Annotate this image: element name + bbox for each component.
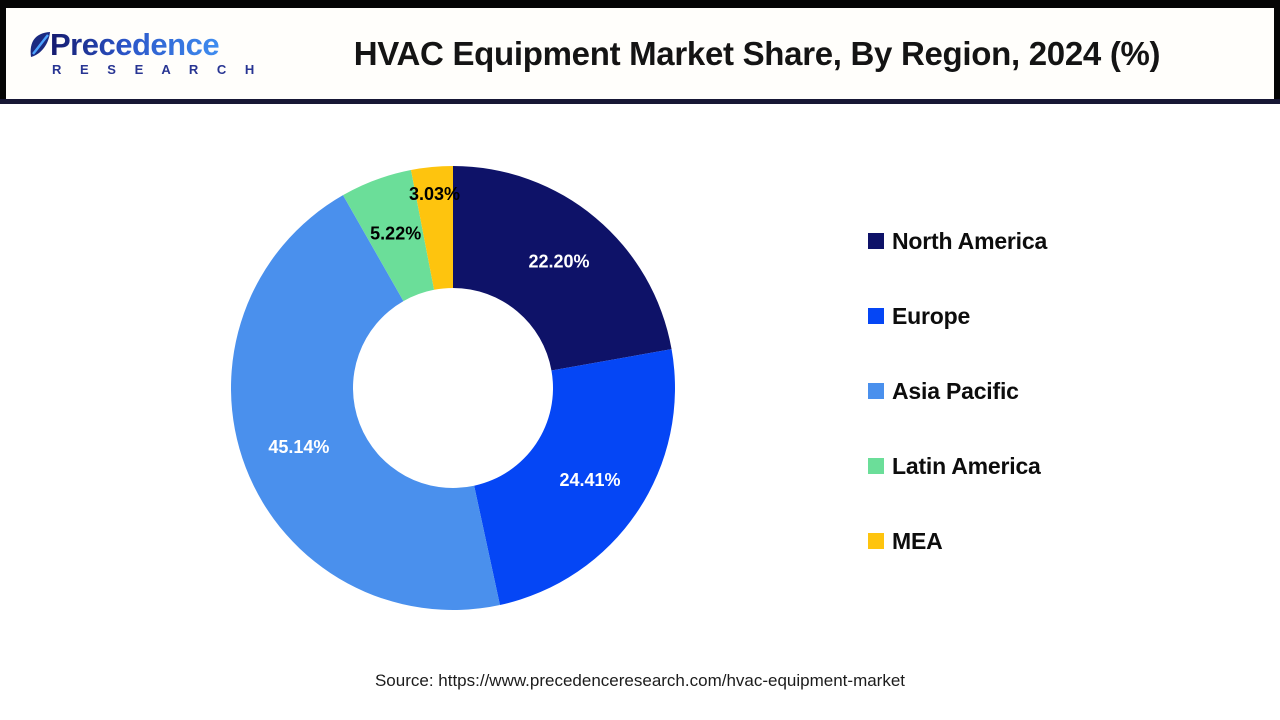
logo-leaf-icon — [30, 32, 50, 57]
header: Precedence R E S E A R C H HVAC Equipmen… — [0, 0, 1280, 99]
source-text: Source: https://www.precedenceresearch.c… — [374, 671, 906, 690]
legend-label-latin-america: Latin America — [892, 452, 1041, 479]
legend-swatch-north-america — [868, 233, 884, 249]
donut-chart: 22.20% 24.41% 45.14% 5.22% 3.03% — [231, 166, 675, 610]
chart-legend: North America Europe Asia Pacific Latin … — [868, 226, 1047, 556]
slice-europe — [474, 349, 675, 605]
legend-swatch-europe — [868, 308, 884, 324]
legend-item-north-america: North America — [868, 226, 1047, 256]
legend-swatch-latin-america — [868, 458, 884, 474]
legend-item-europe: Europe — [868, 301, 1047, 331]
legend-label-asia-pacific: Asia Pacific — [892, 377, 1019, 404]
slice-north-america — [453, 166, 672, 371]
slice-value-label-europe: 24.41% — [559, 470, 620, 490]
legend-label-europe: Europe — [892, 302, 971, 329]
legend-item-mea: MEA — [868, 526, 1047, 556]
slice-value-label-latin-america: 5.22% — [370, 223, 421, 243]
logo-wordmark: Precedence — [50, 27, 220, 62]
header-divider — [0, 99, 1280, 104]
slice-asia-pacific — [231, 195, 500, 610]
slice-value-label-north-america: 22.20% — [528, 252, 589, 272]
chart-title: HVAC Equipment Market Share, By Region, … — [353, 34, 1161, 72]
legend-label-north-america: North America — [892, 227, 1048, 254]
chart-area: 22.20% 24.41% 45.14% 5.22% 3.03% North Ameri… — [0, 104, 1280, 709]
brand-logo-top: Precedence — [28, 27, 268, 62]
legend-item-latin-america: Latin America — [868, 451, 1047, 481]
slice-value-label-mea: 3.03% — [409, 184, 460, 204]
legend-label-mea: MEA — [892, 527, 943, 554]
brand-logo: Precedence R E S E A R C H — [28, 27, 268, 77]
logo-research-text: R E S E A R C H — [52, 62, 262, 77]
legend-swatch-asia-pacific — [868, 383, 884, 399]
slice-value-label-asia-pacific: 45.14% — [268, 437, 329, 457]
slice-latin-america — [343, 170, 435, 302]
legend-swatch-mea — [868, 533, 884, 549]
legend-item-asia-pacific: Asia Pacific — [868, 376, 1047, 406]
slice-mea — [410, 166, 453, 290]
